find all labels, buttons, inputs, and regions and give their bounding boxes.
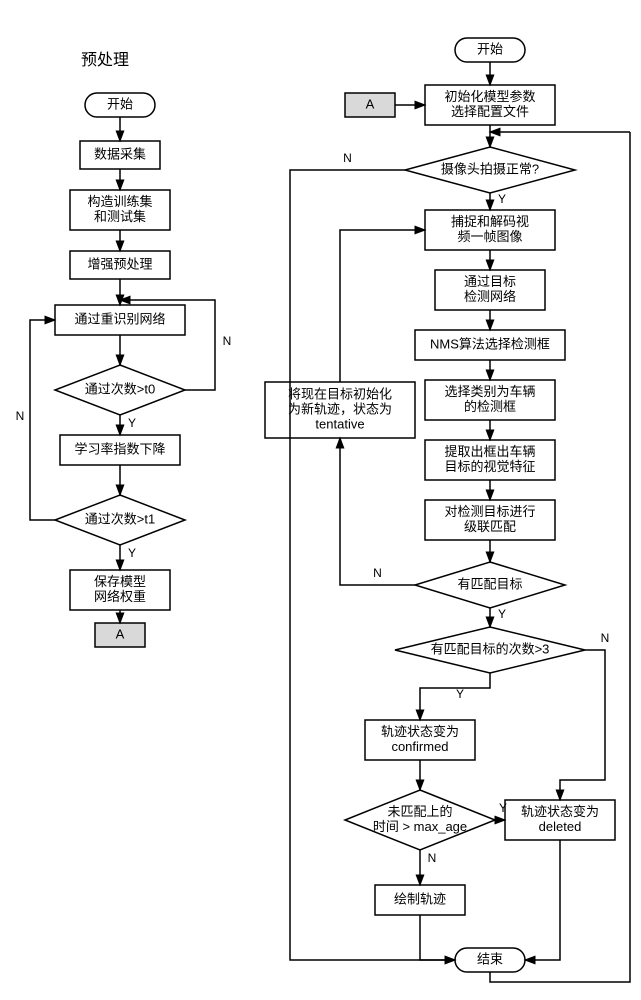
svg-text:和测试集: 和测试集 <box>94 209 146 224</box>
svg-text:confirmed: confirmed <box>391 739 448 754</box>
svg-text:选择类别为车辆: 选择类别为车辆 <box>444 384 535 399</box>
svg-text:A: A <box>116 626 125 641</box>
svg-text:N: N <box>16 409 25 423</box>
svg-text:对检测目标进行: 对检测目标进行 <box>444 504 535 519</box>
svg-text:提取出框出车辆: 提取出框出车辆 <box>444 444 535 459</box>
svg-text:检测网络: 检测网络 <box>464 289 516 304</box>
svg-text:未匹配上的: 未匹配上的 <box>387 804 452 819</box>
svg-text:Y: Y <box>498 192 506 206</box>
svg-text:Y: Y <box>456 687 464 701</box>
svg-text:通过目标: 通过目标 <box>464 274 516 289</box>
svg-text:频一帧图像: 频一帧图像 <box>457 229 522 244</box>
svg-text:N: N <box>373 566 382 580</box>
svg-text:有匹配目标的次数>3: 有匹配目标的次数>3 <box>431 641 550 656</box>
svg-text:结束: 结束 <box>477 951 503 966</box>
svg-text:通过次数>t0: 通过次数>t0 <box>85 381 155 396</box>
svg-text:开始: 开始 <box>477 41 503 56</box>
svg-text:tentative: tentative <box>315 416 364 431</box>
svg-text:的检测框: 的检测框 <box>464 399 516 414</box>
svg-text:通过次数>t1: 通过次数>t1 <box>85 511 155 526</box>
svg-text:轨迹状态变为: 轨迹状态变为 <box>381 724 459 739</box>
svg-text:学习率指数下降: 学习率指数下降 <box>74 441 165 456</box>
svg-text:Y: Y <box>128 416 136 430</box>
svg-text:Y: Y <box>498 607 506 621</box>
svg-text:N: N <box>343 151 352 165</box>
svg-text:数据采集: 数据采集 <box>94 146 146 161</box>
svg-text:初始化模型参数: 初始化模型参数 <box>444 89 535 104</box>
svg-text:A: A <box>366 96 375 111</box>
svg-text:通过重识别网络: 通过重识别网络 <box>74 311 165 326</box>
svg-text:时间 > max_age: 时间 > max_age <box>373 819 467 834</box>
svg-text:有匹配目标: 有匹配目标 <box>457 576 522 591</box>
svg-text:轨迹状态变为: 轨迹状态变为 <box>521 804 599 819</box>
svg-text:选择配置文件: 选择配置文件 <box>451 104 529 119</box>
svg-text:N: N <box>601 631 610 645</box>
svg-text:deleted: deleted <box>539 819 582 834</box>
svg-text:保存模型: 保存模型 <box>94 574 146 589</box>
svg-text:开始: 开始 <box>107 96 133 111</box>
svg-text:NMS算法选择检测框: NMS算法选择检测框 <box>430 336 550 351</box>
svg-text:N: N <box>428 851 437 865</box>
svg-text:构造训练集: 构造训练集 <box>87 194 152 209</box>
svg-text:为新轨迹，状态为: 为新轨迹，状态为 <box>288 401 392 416</box>
svg-text:Y: Y <box>499 801 507 815</box>
svg-text:目标的视觉特征: 目标的视觉特征 <box>444 459 535 474</box>
svg-text:级联匹配: 级联匹配 <box>464 519 516 534</box>
svg-text:摄像头拍摄正常?: 摄像头拍摄正常? <box>441 161 539 176</box>
svg-text:Y: Y <box>128 546 136 560</box>
svg-text:网络权重: 网络权重 <box>94 589 146 604</box>
svg-text:将现在目标初始化: 将现在目标初始化 <box>288 386 392 401</box>
svg-text:捕捉和解码视: 捕捉和解码视 <box>451 214 529 229</box>
svg-text:N: N <box>223 334 232 348</box>
svg-text:绘制轨迹: 绘制轨迹 <box>394 891 446 906</box>
svg-text:增强预处理: 增强预处理 <box>87 256 152 271</box>
svg-text:预处理: 预处理 <box>81 51 129 69</box>
